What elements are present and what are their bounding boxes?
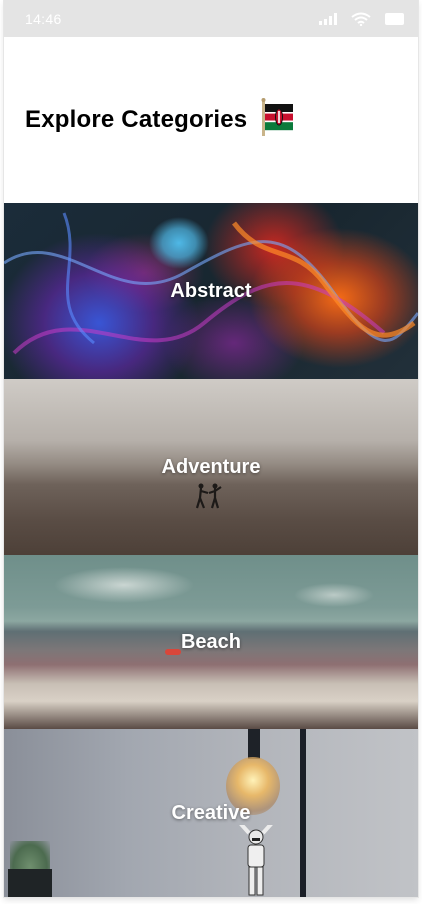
page-title: Explore Categories: [25, 106, 248, 133]
category-card-creative[interactable]: Creative: [4, 729, 418, 897]
kenya-flag-icon: [261, 98, 294, 136]
status-bar: 14:46: [4, 0, 418, 37]
plant: [10, 841, 50, 873]
boat: [165, 649, 181, 655]
category-card-abstract[interactable]: Abstract: [4, 203, 418, 379]
light-bulb: [226, 757, 280, 815]
lamp-pole: [300, 729, 306, 897]
wifi-icon: [351, 12, 371, 26]
lamp-cord: [248, 729, 260, 759]
category-card-adventure[interactable]: Adventure: [4, 379, 418, 555]
battery-icon: [385, 12, 404, 25]
category-card-beach[interactable]: Beach: [4, 555, 418, 729]
header: Explore Categories: [4, 37, 418, 203]
abstract-image: [4, 203, 418, 379]
creative-image: [4, 729, 418, 897]
category-label: Adventure: [161, 455, 261, 478]
category-list: Abstract Adventure Beach: [4, 203, 418, 897]
status-icons: [319, 12, 404, 26]
plant-pot: [8, 869, 52, 897]
category-label: Creative: [171, 801, 251, 824]
category-label: Abstract: [170, 279, 252, 302]
status-time: 14:46: [25, 10, 62, 27]
toy-figure: [239, 825, 273, 896]
signal-icon: [319, 12, 337, 25]
adventure-image: [4, 379, 418, 555]
category-label: Beach: [180, 630, 242, 653]
phone-screen: 14:46 Explore Categories: [4, 0, 418, 897]
beach-image: [4, 555, 418, 729]
